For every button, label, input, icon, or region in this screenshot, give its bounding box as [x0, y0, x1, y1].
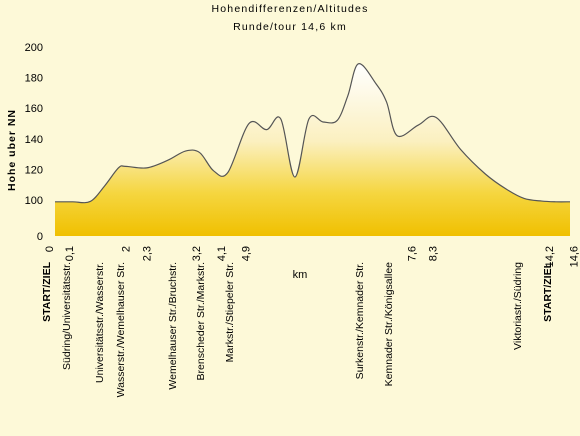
x-tick-label: 4,9	[240, 246, 252, 261]
x-tick-label: 0	[44, 246, 56, 252]
y-axis-label: Hohe uber NN	[6, 109, 18, 191]
x-tick-label: 3,2	[191, 246, 203, 261]
place-label: Kemnader Str./Königsallee	[383, 262, 395, 386]
place-label: Wasserstr./Wemelhauser Str.	[115, 262, 127, 397]
y-tick-label: 180	[25, 73, 43, 85]
x-tick-label: 7,6	[406, 246, 418, 261]
place-label: START/ZIEL	[41, 261, 53, 321]
x-axis-ticks: 0 0,1 2 2,3 3,2 4,1 4,9 7,6 8,3 14,2 14,6	[44, 246, 580, 267]
place-label: Brenscheder Str./Markstr.	[195, 262, 207, 380]
x-tick-label: 14,2	[544, 246, 556, 267]
x-tick-label: 2	[121, 246, 133, 252]
elevation-line	[54, 63, 571, 204]
y-tick-label: 140	[25, 134, 43, 146]
y-axis-ticks: 0 100 120 140 160 180 200	[25, 42, 43, 243]
y-tick-label: 100	[25, 195, 43, 207]
place-label: Surkenstr./Kemnader Str.	[354, 262, 366, 379]
place-label: Universitätsstr./Wasserstr.	[94, 262, 106, 383]
x-tick-label: 2,3	[142, 246, 154, 261]
chart-subtitle: Runde/tour 14,6 km	[233, 21, 347, 33]
chart-title: Hohendifferenzen/Altitudes	[211, 3, 368, 15]
x-tick-label: 14,6	[569, 246, 580, 267]
x-tick-label: 0,1	[64, 246, 76, 261]
y-tick-label: 160	[25, 103, 43, 115]
place-label: Wemelhauser Str./Bruchstr.	[167, 262, 179, 390]
x-axis-label: km	[293, 269, 308, 281]
place-label: Südring/Universitätsstr.	[61, 262, 73, 370]
place-labels: START/ZIEL Südring/Universitätsstr. Univer…	[41, 261, 554, 397]
y-tick-label: 200	[25, 42, 43, 54]
place-label: Viktoriastr./Südring	[512, 262, 524, 350]
y-tick-label: 0	[37, 231, 43, 243]
x-tick-label: 8,3	[427, 246, 439, 261]
place-label: Markstr./Stiepeler Str.	[224, 262, 236, 362]
elevation-area	[55, 63, 570, 236]
place-label: START/ZIEL	[542, 261, 554, 321]
y-tick-label: 120	[25, 164, 43, 176]
x-tick-label: 4,1	[216, 246, 228, 261]
